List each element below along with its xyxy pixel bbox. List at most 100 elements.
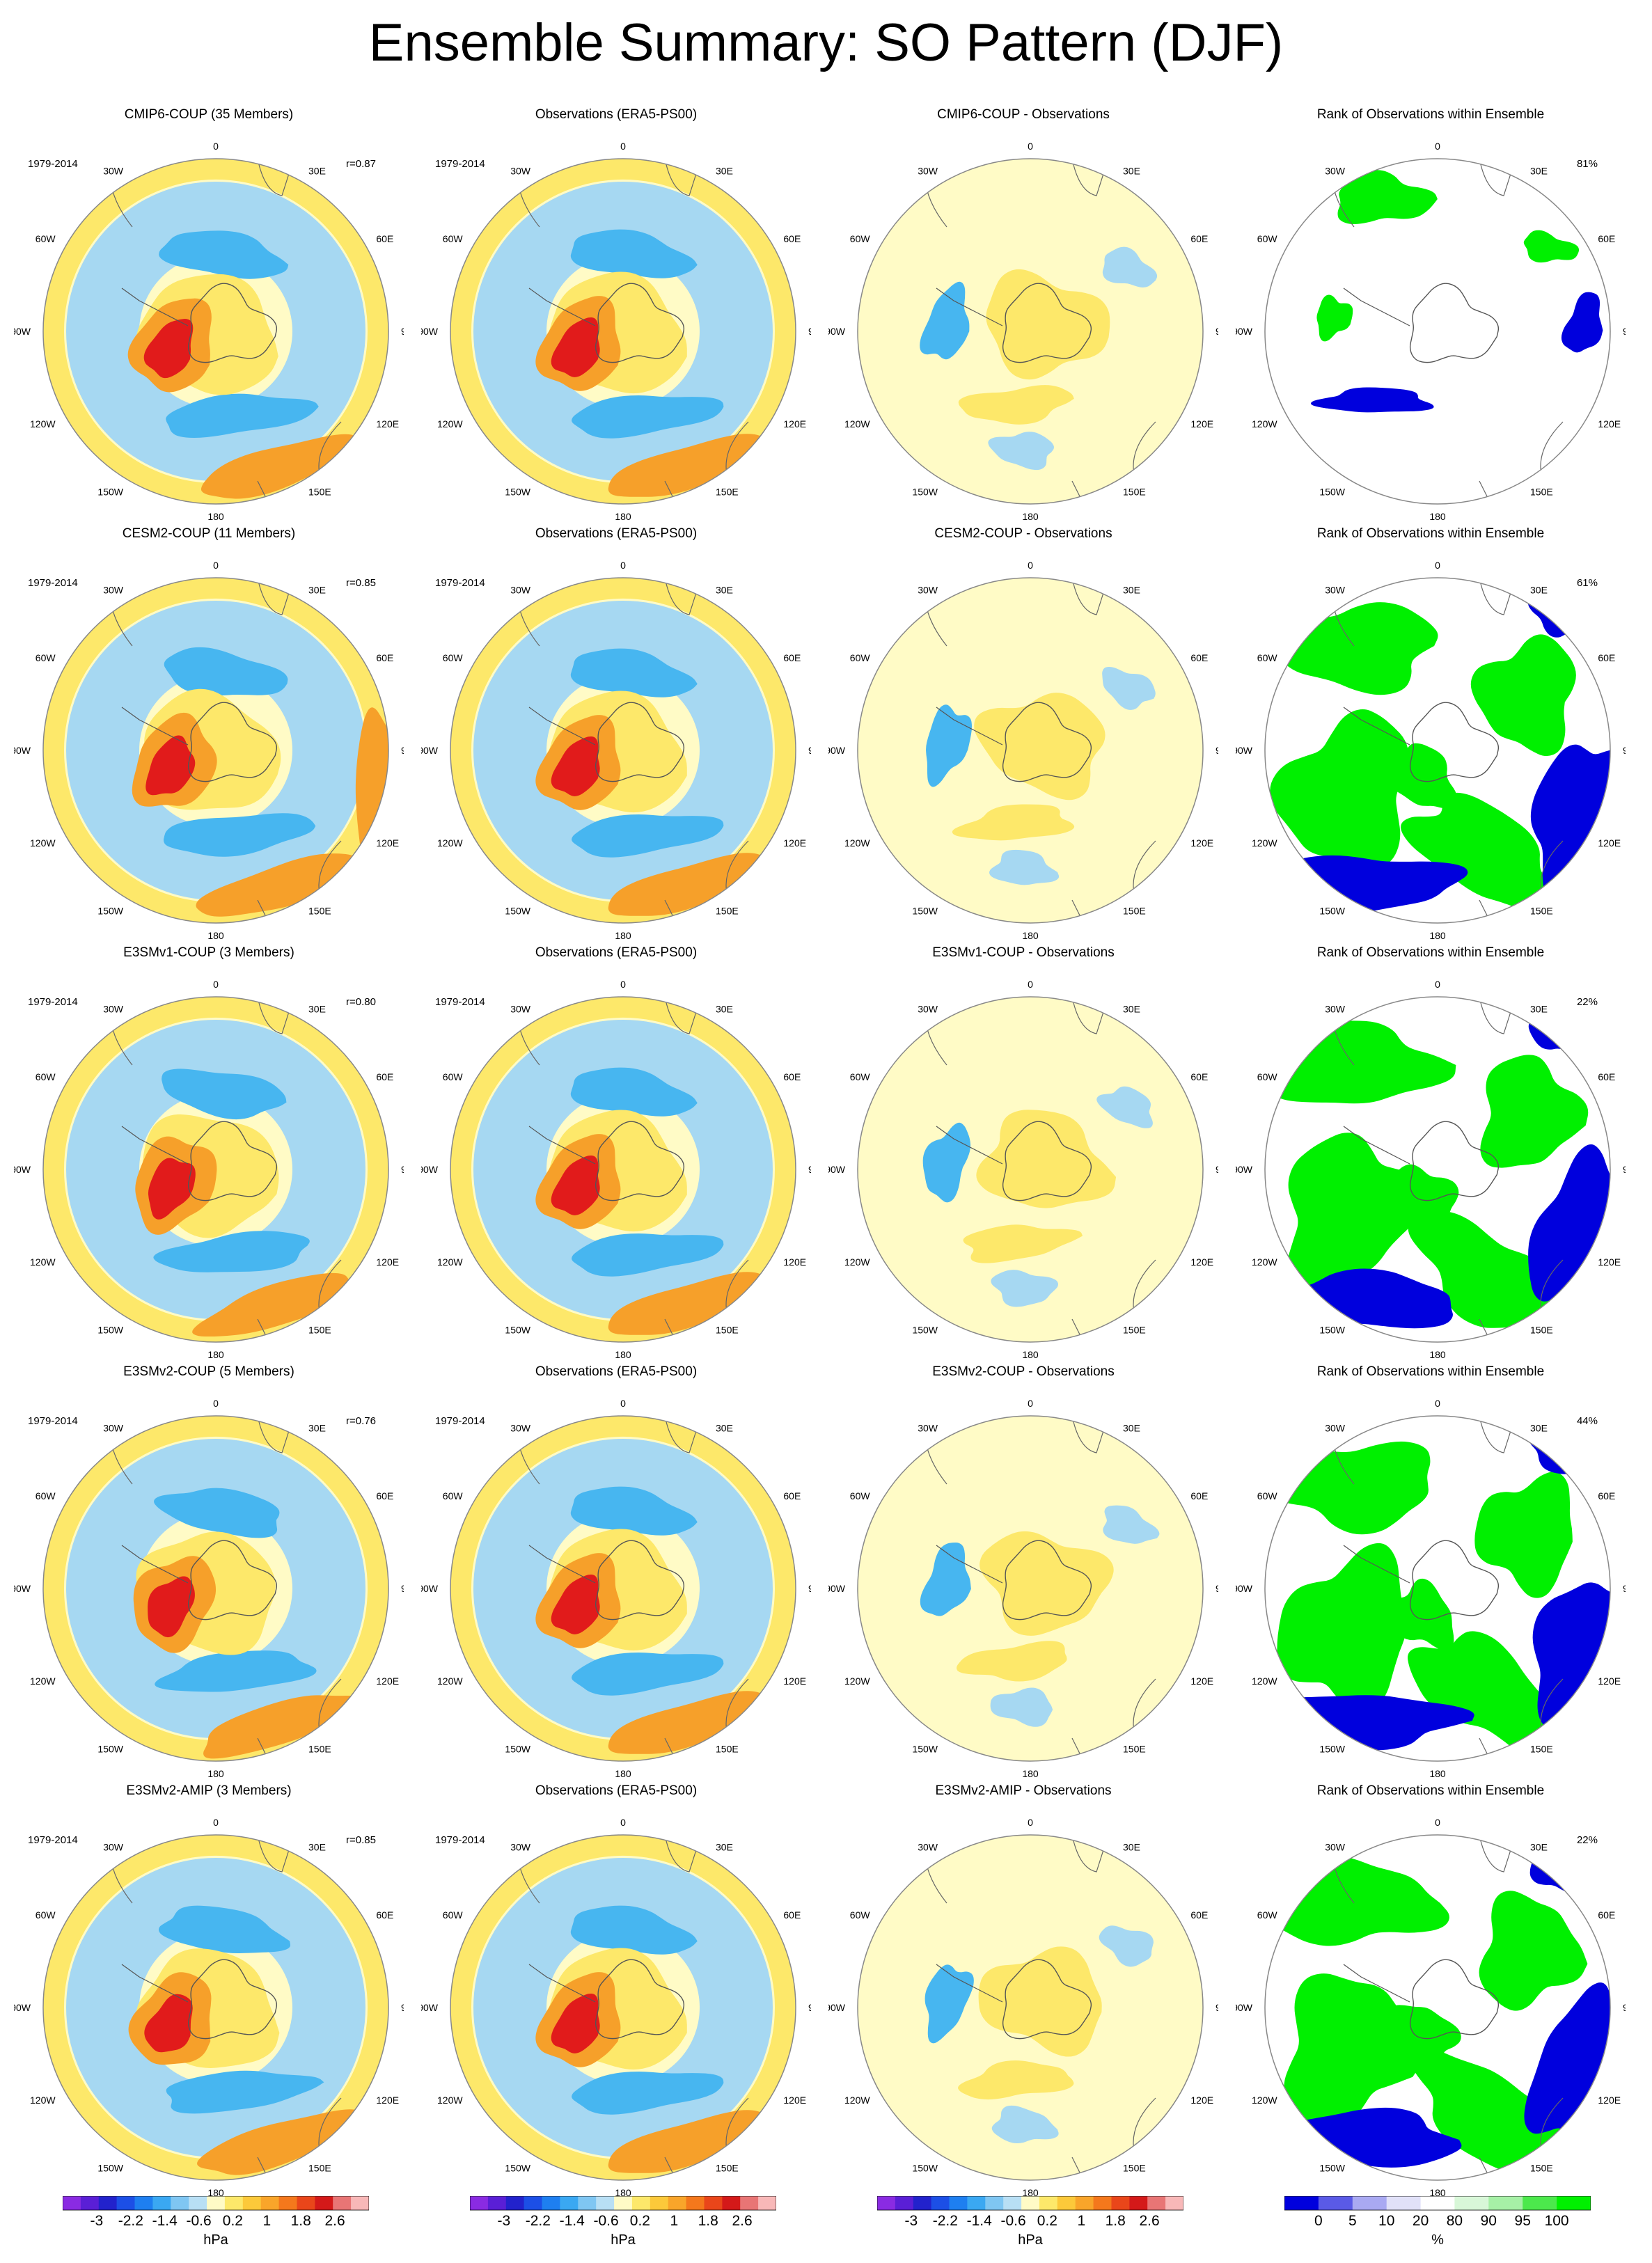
longitude-label-30w: 30W [918,166,938,177]
colorbar-swatch [596,2196,615,2210]
longitude-label-150w: 150W [97,2162,123,2173]
correlation-label: r=0.87 [346,158,376,170]
colorbar-tick-label: 1.8 [698,2213,718,2229]
polar-map: 0 30E 60E 90E 120E 150E 180 150W 120W 90W 60W 30W 19… [421,1817,811,2198]
antarctica-coastline [1002,283,1092,363]
negative-anomaly-core [166,2070,324,2114]
colorbar-swatch [152,2196,171,2210]
longitude-label-90w: 90W [14,1164,31,1175]
longitude-label-0: 0 [213,1817,219,1828]
longitude-label-90w: 90W [14,2002,31,2013]
longitude-label-60e: 60E [1190,1909,1208,1921]
longitude-label-30e: 30E [1530,166,1548,177]
longitude-label-120w: 120W [437,1256,463,1268]
longitude-label-60e: 60E [1190,652,1208,663]
map-boundary [1264,158,1611,505]
negative-anomaly-core [162,1069,287,1120]
negative-difference-region [922,1122,971,1203]
colorbar-tick-label: 1 [1077,2213,1085,2229]
longitude-label-180: 180 [1022,930,1039,941]
colorbar-swatch [1165,2196,1184,2210]
colorbar-swatch [1003,2196,1022,2210]
rank-high-region [1480,1055,1589,1168]
longitude-label-150e: 150E [308,1324,331,1335]
negative-anomaly-core [572,1233,724,1277]
longitude-label-0: 0 [1028,560,1033,571]
antarctic-peninsula [936,707,1003,746]
longitude-label-0: 0 [213,560,219,571]
longitude-label-0: 0 [620,141,626,152]
negative-difference-region [988,432,1054,471]
longitude-label-60w: 60W [1257,1909,1278,1921]
rank-high-region [1277,1543,1406,1714]
longitude-label-150w: 150W [97,905,123,916]
polar-map: 0 30E 60E 90E 120E 150E 180 150W 120W 90W 60W 30W 22… [1236,1817,1626,2198]
map-boundary [450,577,796,924]
longitude-label-150e: 150E [1530,486,1553,497]
longitude-label-120e: 120E [783,1675,806,1687]
longitude-label-120e: 120E [1598,837,1621,849]
antarctic-peninsula [121,1545,189,1584]
colorbar-swatch [1557,2196,1591,2210]
longitude-label-180: 180 [207,930,224,941]
rank-high-region [1474,1472,1573,1598]
positive-midlatitude-anomaly [608,1691,768,1754]
positive-difference-region [974,693,1106,801]
ensemble-panel: CESM2-COUP (11 Members) 0 30E 60E 90E 120E 150… [14,523,404,948]
longitude-label-180: 180 [1022,1349,1039,1360]
longitude-label-90w: 90W [828,2002,846,2013]
colorbar-tick-label: -3 [91,2213,104,2229]
map-boundary [857,996,1204,1343]
antarctica-coastline [1002,702,1092,782]
positive-midlatitude-anomaly [355,707,388,878]
colorbar-swatch [1318,2196,1353,2210]
difference-panel: E3SMv1-COUP - Observations 0 30E 60E 90E 120E… [828,943,1218,1367]
antarctica-coastline [1409,1121,1500,1201]
figure-title: Ensemble Summary: SO Pattern (DJF) [368,13,1284,72]
longitude-label-60e: 60E [1598,233,1615,244]
longitude-label-90w: 90W [828,1164,846,1175]
negative-anomaly-core [570,229,698,278]
positive-difference-region [958,385,1074,425]
longitude-label-150e: 150E [308,905,331,916]
negative-anomaly-core [155,1650,317,1692]
polar-positive-core [145,735,196,796]
antarctic-peninsula [528,707,596,746]
longitude-label-30w: 30W [510,166,531,177]
longitude-label-60w: 60W [850,652,871,663]
longitude-label-60w: 60W [36,1490,56,1501]
observations-panel: Observations (ERA5-PS00) 0 30E 60E 90E 120E 15… [421,523,811,948]
africa-coastline [1071,1835,1108,1872]
longitude-label-180: 180 [207,1349,224,1360]
antarctic-peninsula [528,1964,596,2003]
colorbar-tick-label: -3 [498,2213,511,2229]
colorbar-tick-label: 80 [1447,2213,1463,2229]
panel-title: Rank of Observations within Ensemble [1316,1783,1545,1798]
colorbar-swatch [1454,2196,1489,2210]
longitude-label-150w: 150W [505,905,530,916]
africa-coastline [257,1416,293,1453]
colorbar-tick-label: -2.2 [933,2213,958,2229]
polar-map: 0 30E 60E 90E 120E 150E 180 150W 120W 90W 60W 30W 81… [1236,141,1626,522]
ensemble-panel: E3SMv2-AMIP (3 Members) 0 30E 60E 90E 120E 150… [14,1781,404,2205]
rank-high-region [1287,1133,1427,1291]
longitude-label-90e: 90E [401,326,404,337]
panel-title: Observations (ERA5-PS00) [535,1783,698,1798]
difference-panel: E3SMv2-AMIP - Observations 0 30E 60E 90E 120E… [828,1781,1218,2205]
map-boundary [42,158,389,505]
longitude-label-30w: 30W [510,1423,531,1434]
longitude-label-90w: 90W [421,745,439,756]
panel-title: Rank of Observations within Ensemble [1316,1364,1545,1379]
longitude-label-30w: 30W [510,1842,531,1853]
longitude-label-90w: 90W [421,2002,439,2013]
longitude-label-0: 0 [213,979,219,990]
correlation-label: r=0.76 [346,1415,376,1427]
longitude-label-150e: 150E [716,905,739,916]
antarctic-peninsula [1343,1545,1410,1584]
antarctica-coastline [187,1121,278,1201]
longitude-label-120e: 120E [1190,1675,1213,1687]
colorbar-swatch [63,2196,81,2210]
longitude-label-150w: 150W [97,1324,123,1335]
rank-low-region [1561,292,1603,353]
map-boundary [1264,996,1611,1343]
